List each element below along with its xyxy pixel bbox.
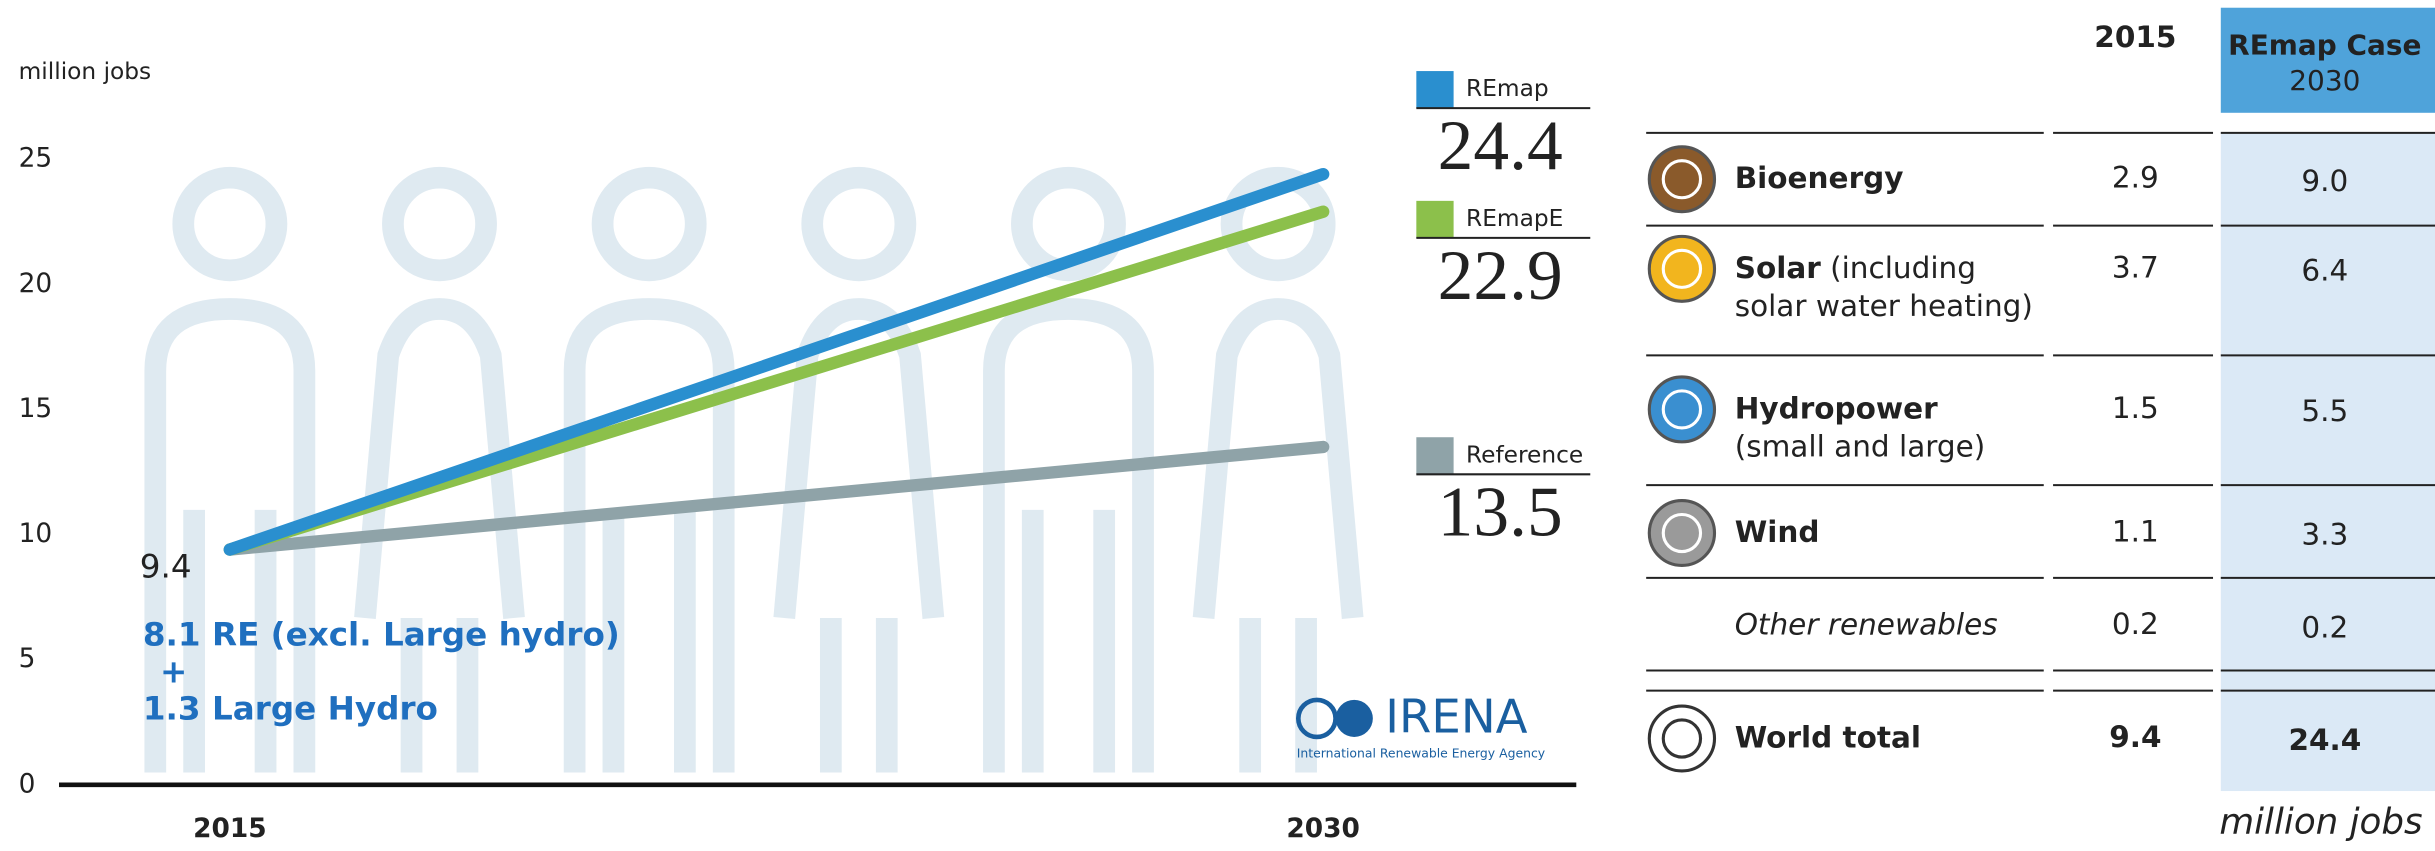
logo-icon — [1335, 699, 1373, 737]
cell-2015: 9.4 — [2109, 720, 2161, 754]
row-icon — [1647, 704, 1717, 773]
cell-2030: 5.5 — [2301, 394, 2348, 428]
series-line — [223, 440, 1330, 556]
row-name: Other renewables — [1735, 607, 1998, 641]
cell-2015: 3.7 — [2112, 250, 2159, 284]
column-header: 2030 — [2289, 64, 2360, 97]
row-icon-inner — [1661, 159, 1703, 200]
table-lines — [1646, 131, 2435, 692]
series-line — [223, 167, 1330, 556]
column-fill — [2220, 132, 2435, 792]
row-name: Solar — [1735, 250, 1822, 284]
row-label: Wind — [1735, 515, 1820, 549]
annotation: + — [160, 653, 187, 691]
cell-2030: 0.2 — [2301, 610, 2348, 644]
row-note: (small and large) — [1735, 430, 1986, 464]
cell-2030: 9.0 — [2301, 164, 2348, 198]
logo-subtitle: International Renewable Energy Agency — [1297, 745, 1545, 760]
canvas: million jobs 8.1 RE (excl. Large hydro) … — [19, 7, 2435, 844]
logo-text: IRENA — [1385, 690, 1527, 744]
legend-label: REmapE — [1466, 205, 1563, 232]
row-name: World total — [1735, 720, 1921, 754]
row-name: Wind — [1735, 515, 1820, 549]
legend-swatch — [1416, 200, 1454, 238]
legend-swatch — [1416, 437, 1454, 475]
value-label: 24.4 — [1438, 107, 1563, 185]
table-footer: million jobs — [2219, 802, 2422, 843]
header-cell — [2220, 7, 2435, 113]
cell-2015: 0.2 — [2112, 607, 2159, 641]
legend-label: Reference — [1466, 441, 1583, 468]
annotation: 8.1 RE (excl. Large hydro) — [143, 616, 620, 654]
row-note: (including — [1830, 250, 1976, 284]
row-icon — [1647, 499, 1717, 568]
y-tick-label: 0 — [19, 769, 36, 799]
value-label: 13.5 — [1438, 474, 1563, 552]
row-note: solar water heating) — [1735, 289, 2033, 323]
y-tick-label: 25 — [19, 144, 53, 174]
column-header: 2015 — [2094, 20, 2176, 54]
row-name: Hydropower — [1735, 391, 1939, 425]
legend-label: REmap — [1466, 75, 1549, 102]
y-tick-label: 10 — [19, 519, 53, 549]
row-label: Hydropower — [1735, 391, 1939, 425]
start-label: 9.4 — [140, 548, 192, 586]
row-icon — [1647, 145, 1717, 214]
row-label: World total — [1735, 720, 1921, 754]
x-tick-label: 2015 — [193, 814, 266, 844]
row-icon-inner — [1661, 512, 1703, 554]
column-header: REmap Case — [2228, 28, 2421, 61]
cell-2015: 2.9 — [2112, 161, 2159, 195]
y-tick-label: 15 — [19, 394, 53, 424]
row-icon — [1647, 234, 1717, 303]
cell-2030: 6.4 — [2301, 253, 2348, 287]
row-label: Bioenergy — [1735, 161, 1904, 195]
x-tick-label: 2030 — [1286, 814, 1359, 844]
background-figures — [144, 166, 1364, 773]
logo: IRENA International Renewable Energy Age… — [1295, 690, 1545, 760]
row-label: Solar (including — [1735, 250, 1976, 284]
row-icon — [1647, 375, 1717, 444]
y-axis-label: million jobs — [19, 58, 152, 85]
cell-2030: 3.3 — [2301, 518, 2348, 552]
row-icon-inner — [1661, 389, 1703, 430]
annotation: 1.3 Large Hydro — [143, 690, 438, 728]
row-label: Other renewables — [1735, 607, 1998, 641]
table-rows: Bioenergy 2.9 9.0 Solar (including solar wate… — [1647, 145, 2361, 773]
cell-2015: 1.5 — [2112, 391, 2159, 425]
cell-2015: 1.1 — [2112, 515, 2159, 549]
row-name: Bioenergy — [1735, 161, 1904, 195]
y-tick-label: 5 — [19, 644, 36, 674]
cell-2030: 24.4 — [2288, 723, 2361, 757]
y-tick-label: 20 — [19, 269, 53, 299]
value-label: 22.9 — [1438, 237, 1563, 315]
row-icon-inner — [1661, 718, 1703, 759]
legend-swatch — [1416, 71, 1454, 109]
row-icon-inner — [1661, 248, 1703, 289]
